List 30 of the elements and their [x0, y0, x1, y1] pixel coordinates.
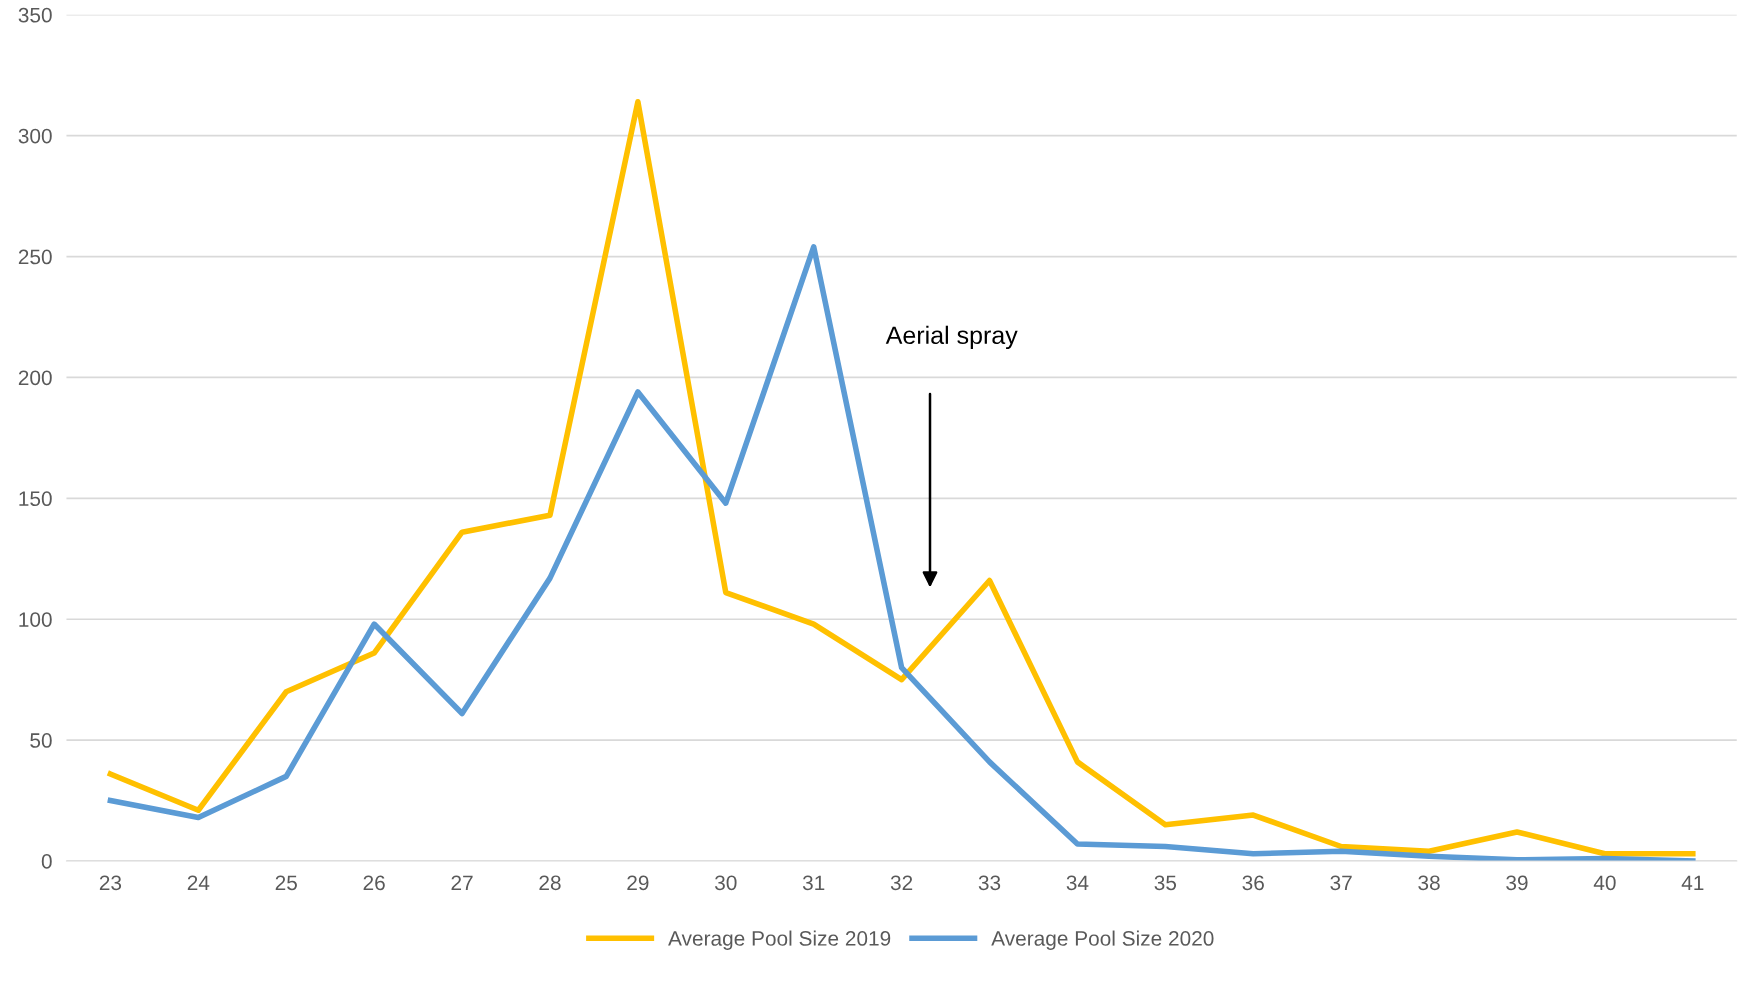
legend-label: Average Pool Size 2020: [991, 930, 1214, 950]
y-tick-label: 300: [18, 128, 52, 144]
x-tick-label: 36: [1242, 875, 1264, 891]
x-tick-label: 37: [1330, 875, 1352, 891]
x-tick-label: 31: [802, 875, 825, 891]
x-tick-label: 34: [1066, 875, 1089, 891]
x-tick-label: 28: [539, 875, 561, 891]
x-tick-label: 40: [1593, 875, 1616, 891]
y-tick-label: 250: [18, 249, 52, 265]
x-tick-label: 30: [715, 875, 737, 891]
y-tick-label: 200: [18, 370, 52, 386]
x-tick-label: 23: [99, 875, 122, 891]
x-tick-label: 35: [1154, 875, 1177, 891]
annotation: Aerial spray: [885, 325, 1018, 350]
x-tick-label: 32: [890, 875, 913, 891]
y-tick-label: 100: [19, 612, 52, 627]
y-tick-label: 150: [19, 491, 52, 507]
x-tick-label: 29: [627, 875, 649, 891]
y-tick-label: 350: [18, 7, 52, 23]
x-tick-label: 27: [451, 875, 473, 890]
y-tick-label: 0: [41, 854, 52, 869]
x-tick-label: 25: [275, 875, 297, 891]
x-tick-label: 38: [1418, 875, 1440, 891]
x-tick-label: 41: [1681, 875, 1704, 890]
legend-label: Average Pool Size 2019: [668, 930, 891, 950]
x-tick-label: 33: [978, 875, 1001, 891]
y-tick-label: 50: [30, 733, 52, 748]
x-tick-label: 24: [187, 875, 210, 890]
x-tick-label: 39: [1506, 875, 1528, 891]
x-tick-label: 26: [363, 875, 385, 891]
